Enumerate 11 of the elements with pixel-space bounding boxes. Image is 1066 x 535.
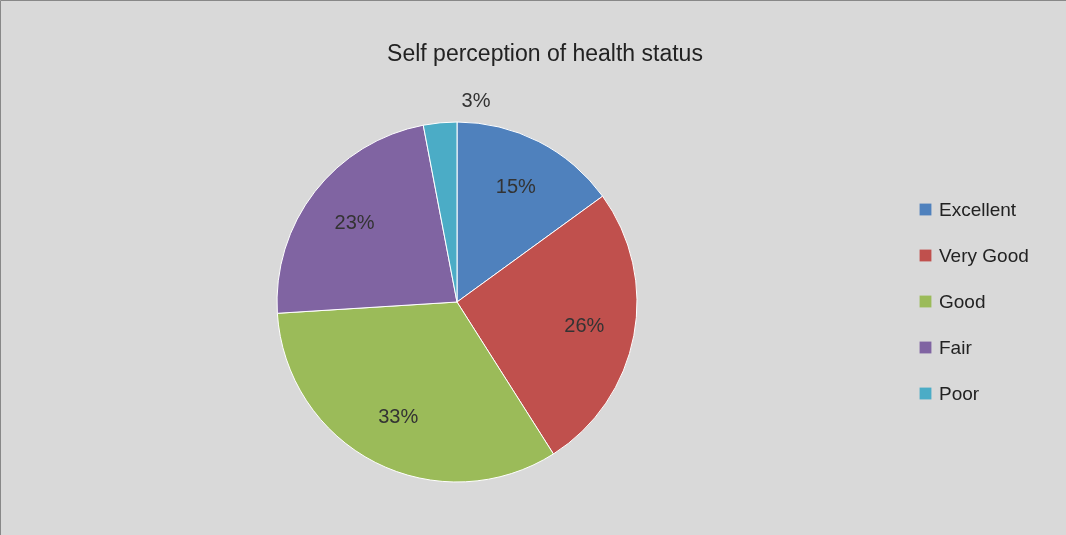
legend-label: Fair xyxy=(939,336,973,358)
data-label: 33% xyxy=(378,405,419,428)
data-label: 15% xyxy=(495,174,537,197)
data-label: 23% xyxy=(334,210,375,233)
chart-title: Self perception of health status xyxy=(387,40,703,66)
legend-label: Excellent xyxy=(939,198,1017,220)
data-label: 26% xyxy=(564,314,605,337)
legend-label: Good xyxy=(939,290,986,312)
legend-label: Poor xyxy=(939,382,980,404)
legend-label: Very Good xyxy=(939,244,1029,266)
data-label: 3% xyxy=(461,88,491,111)
